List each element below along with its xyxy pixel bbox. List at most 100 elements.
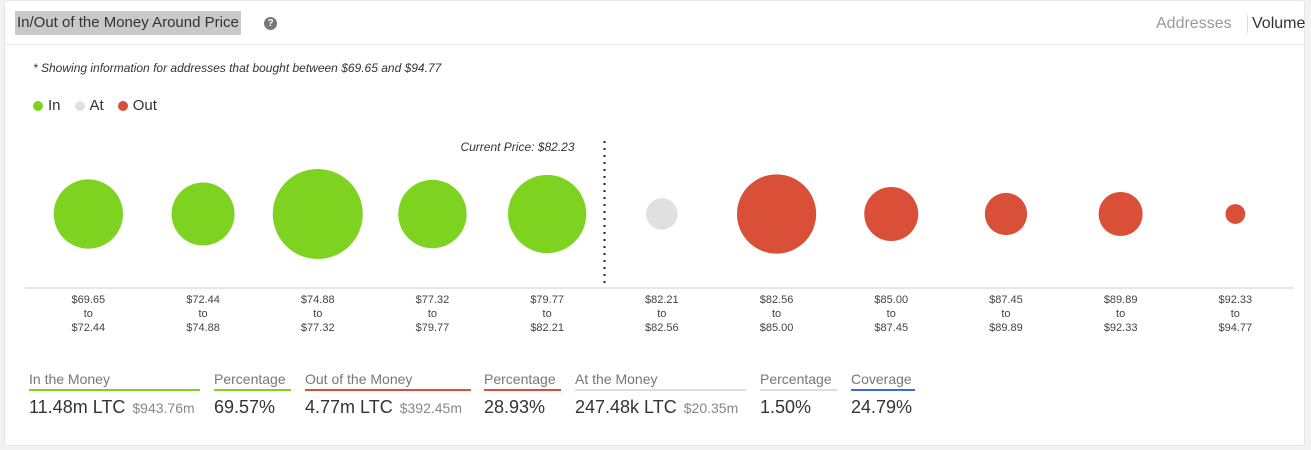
price-range-label: $82.21 to $82.56 <box>612 293 712 335</box>
stat-label: Out of the Money <box>305 371 471 391</box>
legend-dot-at <box>74 100 85 111</box>
range-to-word: to <box>657 308 667 320</box>
range-to: $82.56 <box>645 322 679 334</box>
price-range-label: $74.88 to $77.32 <box>268 293 368 335</box>
stat-label: Percentage <box>214 371 291 391</box>
stat-value: 4.77m LTC $392.45m <box>305 397 471 418</box>
stat-main-value: 11.48m LTC <box>29 397 126 417</box>
stat-value: 247.48k LTC $20.35m <box>575 397 746 418</box>
question-circle-icon[interactable]: ? <box>264 17 277 30</box>
stat-at-the-money: At the Money 247.48k LTC $20.35m <box>575 371 746 418</box>
bubble-in[interactable] <box>171 182 235 246</box>
stat-main-value: 28.93% <box>484 397 546 417</box>
chart-legend: In At Out <box>33 97 171 114</box>
stat-usd-value: $20.35m <box>683 400 739 416</box>
stat-label: In the Money <box>29 371 200 391</box>
current-price-label: Current Price: $82.23 <box>460 140 574 154</box>
price-range-label: $87.45 to $89.89 <box>956 293 1056 335</box>
stat-label: At the Money <box>575 371 746 391</box>
price-range-label: $77.32 to $79.77 <box>382 293 482 335</box>
price-range-label: $82.56 to $85.00 <box>727 293 827 335</box>
stat-main-value: 1.50% <box>760 397 812 417</box>
range-from: $82.21 <box>645 294 679 306</box>
bubble-out[interactable] <box>1098 191 1143 237</box>
legend-item-in[interactable]: In <box>33 97 61 114</box>
range-from: $69.65 <box>71 294 106 306</box>
tab-volume[interactable]: Volume <box>1247 15 1305 33</box>
tab-addresses[interactable]: Addresses <box>1156 15 1232 32</box>
range-from: $72.44 <box>186 294 220 306</box>
stat-out-of-the-money: Out of the Money 4.77m LTC $392.45m <box>305 371 471 418</box>
bubble-out[interactable] <box>864 187 919 241</box>
range-to: $72.44 <box>71 322 106 334</box>
stat-usd-value: $943.76m <box>132 400 195 416</box>
stat-main-value: 247.48k LTC <box>575 397 677 417</box>
price-range-label: $85.00 to $87.45 <box>841 293 941 335</box>
range-to-word: to <box>1116 308 1126 320</box>
legend-label-out: Out <box>132 97 157 114</box>
price-range-label: $79.77 to $82.21 <box>497 293 597 335</box>
range-from: $87.45 <box>989 294 1023 306</box>
stat-label: Percentage <box>760 371 837 391</box>
range-from: $89.89 <box>1103 294 1138 306</box>
range-from: $85.00 <box>874 294 909 306</box>
range-to: $94.77 <box>1218 322 1253 334</box>
range-from: $77.32 <box>415 294 450 306</box>
legend-dot-out <box>117 100 128 111</box>
stat-at-percentage: Percentage 1.50% <box>760 371 837 418</box>
range-to: $89.89 <box>989 322 1023 334</box>
price-range-label: $72.44 to $74.88 <box>153 293 253 335</box>
range-to-word: to <box>542 308 552 320</box>
range-to: $92.33 <box>1103 322 1138 334</box>
bubble-at[interactable] <box>646 198 678 230</box>
bubble-in[interactable] <box>272 169 363 259</box>
range-to: $74.88 <box>186 322 220 334</box>
price-range-labels: $69.65 to $72.44 $72.44 to $74.88 $74.88 to $77.… <box>5 293 1306 343</box>
bubble-out[interactable] <box>1225 204 1246 224</box>
range-to: $77.32 <box>300 322 335 334</box>
stat-main-value: 24.79% <box>851 397 913 417</box>
range-to-word: to <box>83 308 93 320</box>
bubble-out[interactable] <box>984 192 1028 236</box>
bubble-in[interactable] <box>53 179 123 249</box>
stat-label: Coverage <box>851 371 915 391</box>
range-from: $74.88 <box>300 294 335 306</box>
price-range-label: $92.33 to $94.77 <box>1185 293 1285 335</box>
range-to-word: to <box>886 308 896 320</box>
stat-out-percentage: Percentage 28.93% <box>484 371 561 418</box>
range-to: $87.45 <box>874 322 909 334</box>
stat-main-value: 4.77m LTC <box>305 397 393 417</box>
stat-value: 11.48m LTC $943.76m <box>29 397 200 418</box>
stat-in-the-money: In the Money 11.48m LTC $943.76m <box>29 371 200 418</box>
stat-coverage: Coverage 24.79% <box>851 371 915 418</box>
range-to-word: to <box>771 308 782 320</box>
legend-item-at[interactable]: At <box>74 97 104 114</box>
card-header: In/Out of the Money Around Price ? Addre… <box>5 1 1305 45</box>
range-to-word: to <box>427 308 438 320</box>
range-to-word: to <box>198 308 208 320</box>
range-to: $82.21 <box>530 322 564 334</box>
in-out-of-money-card: In/Out of the Money Around Price ? Addre… <box>4 0 1305 446</box>
card-title: In/Out of the Money Around Price <box>15 11 241 35</box>
legend-label-in: In <box>48 97 61 114</box>
bubble-in[interactable] <box>398 179 467 249</box>
price-range-label: $89.89 to $92.33 <box>1071 293 1171 335</box>
legend-label-at: At <box>89 97 104 114</box>
bubble-chart: Current Price: $82.23 <box>25 140 1294 289</box>
range-from: $82.56 <box>759 294 794 306</box>
range-note: * Showing information for addresses that… <box>33 61 442 75</box>
range-from: $79.77 <box>530 294 564 306</box>
range-to: $79.77 <box>415 322 450 334</box>
legend-dot-in <box>33 100 43 111</box>
legend-item-out[interactable]: Out <box>117 97 157 114</box>
range-from: $92.33 <box>1218 294 1253 306</box>
bubble-out[interactable] <box>736 174 817 254</box>
stat-usd-value: $392.45m <box>399 400 462 416</box>
stat-label: Percentage <box>484 371 561 391</box>
bubble-in[interactable] <box>508 174 587 254</box>
range-to-word: to <box>313 308 323 320</box>
range-to-word: to <box>1001 308 1011 320</box>
stat-in-percentage: Percentage 69.57% <box>214 371 291 418</box>
price-range-label: $69.65 to $72.44 <box>38 293 138 335</box>
range-to: $85.00 <box>759 322 794 334</box>
